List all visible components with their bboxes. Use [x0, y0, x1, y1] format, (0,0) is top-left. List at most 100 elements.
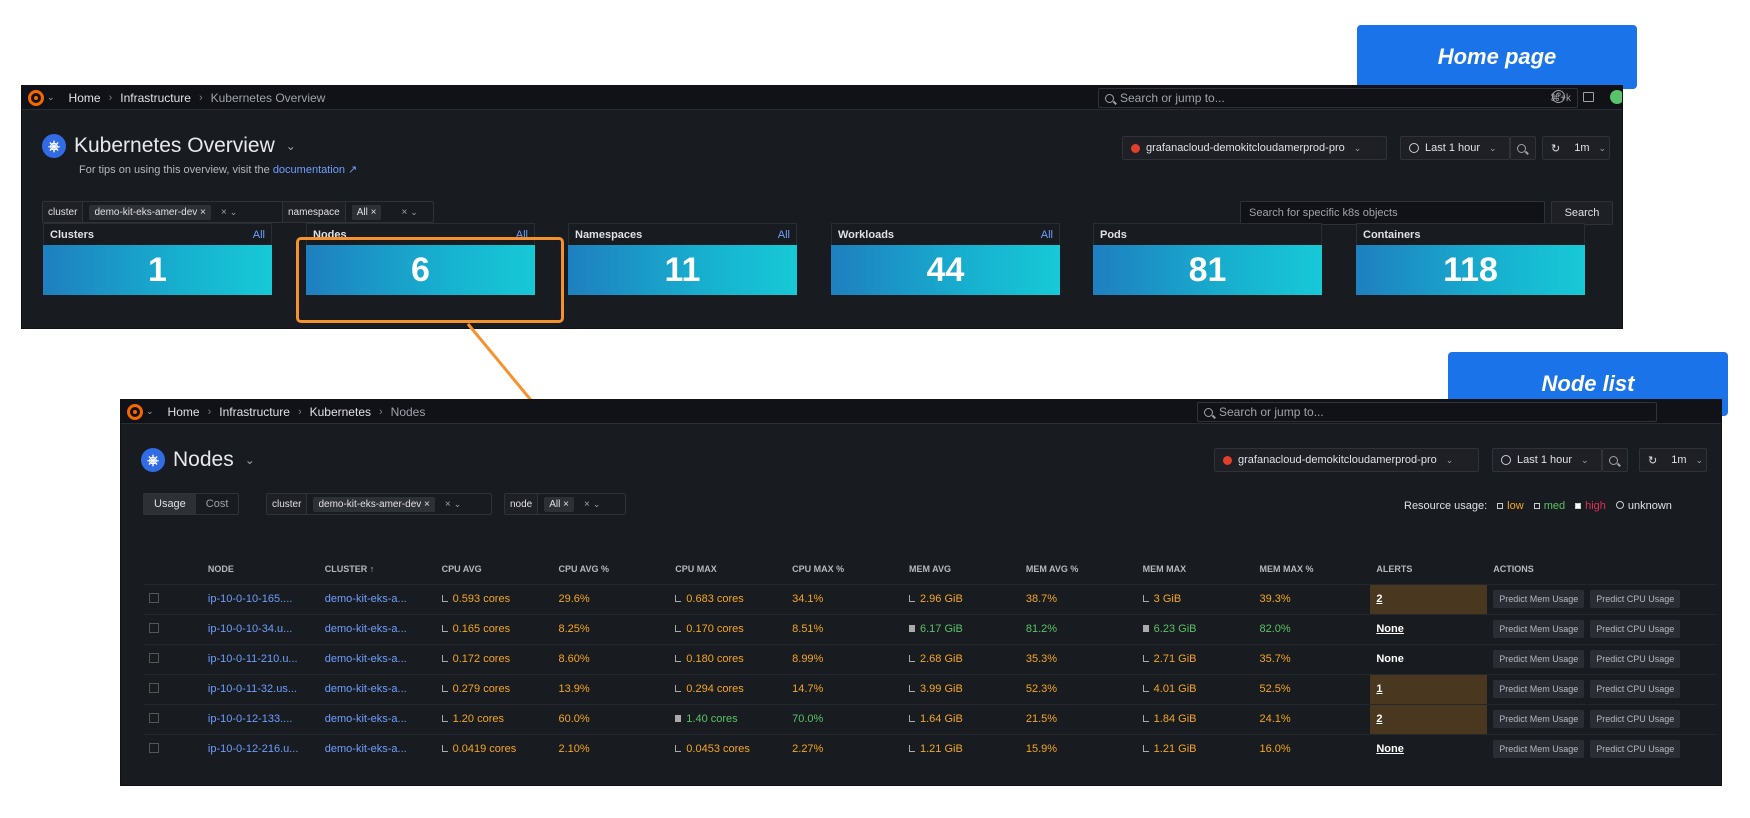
chevron-down-icon[interactable]: ⌄ — [453, 498, 462, 509]
cluster-link[interactable]: demo-kit-eks-a... — [318, 583, 436, 614]
predict-cpu-button[interactable]: Predict CPU Usage — [1590, 680, 1681, 698]
clear-icon[interactable]: × — [401, 206, 408, 218]
alerts-link[interactable]: None — [1376, 743, 1404, 756]
stat-all-link[interactable]: All — [1040, 228, 1053, 241]
documentation-link[interactable]: documentation — [272, 164, 345, 176]
alerts-cell[interactable]: 1 — [1370, 673, 1488, 704]
search-input[interactable]: Search or jump to... — [1197, 402, 1657, 422]
chevron-down-icon[interactable]: ⌄ — [410, 206, 418, 217]
row-checkbox[interactable] — [149, 622, 159, 633]
node-link[interactable]: ip-10-0-11-32.us... — [201, 673, 319, 704]
clear-icon[interactable]: × — [584, 498, 590, 510]
cluster-link[interactable]: demo-kit-eks-a... — [318, 703, 436, 734]
column-header-cpu-avg[interactable]: CPU AVG — [441, 563, 482, 574]
chevron-down-icon[interactable]: ⌄ — [229, 206, 238, 217]
predict-mem-button[interactable]: Predict Mem Usage — [1493, 710, 1585, 728]
clear-icon[interactable]: × — [444, 498, 451, 510]
predict-mem-button[interactable]: Predict Mem Usage — [1493, 680, 1585, 698]
row-checkbox[interactable] — [149, 682, 159, 693]
predict-cpu-button[interactable]: Predict CPU Usage — [1590, 620, 1681, 638]
predict-cpu-button[interactable]: Predict CPU Usage — [1590, 710, 1681, 728]
usage-cost-toggle[interactable]: Usage Cost — [143, 493, 240, 515]
column-header-cluster[interactable]: CLUSTER ↑ — [319, 554, 436, 584]
namespace-chip[interactable]: All × — [351, 204, 382, 220]
time-range-picker[interactable]: Last 1 hour ⌄ — [1400, 136, 1510, 160]
row-checkbox[interactable] — [149, 712, 159, 723]
cluster-chip[interactable]: demo-kit-eks-amer-dev × — [313, 496, 435, 512]
stat-clusters[interactable]: Clusters All 1 — [43, 223, 272, 295]
alerts-link[interactable]: 2 — [1376, 593, 1383, 605]
alerts-cell[interactable]: 2 — [1370, 703, 1488, 734]
breadcrumb-infrastructure[interactable]: Infrastructure — [219, 404, 290, 419]
time-range-picker[interactable]: Last 1 hour ⌄ — [1492, 448, 1602, 472]
sort-ascending-icon[interactable]: ↑ — [369, 563, 375, 574]
datasource-picker[interactable]: grafanacloud-demokitcloudamerprod-pro ⌄ — [1122, 136, 1387, 160]
breadcrumb-home[interactable]: Home — [167, 404, 200, 419]
refresh-picker[interactable]: ↻ 1m ⌄ — [1542, 136, 1610, 160]
alerts-cell[interactable]: None — [1370, 613, 1488, 644]
chevron-down-icon[interactable]: ⌄ — [244, 453, 255, 467]
column-header-cpu-avg-pct[interactable]: CPU AVG % — [558, 563, 609, 574]
grafana-logo-icon[interactable] — [28, 89, 44, 106]
stat-all-link[interactable]: All — [252, 228, 265, 241]
avatar[interactable] — [1610, 90, 1622, 104]
stat-all-link[interactable]: All — [777, 228, 790, 241]
cluster-link[interactable]: demo-kit-eks-a... — [318, 643, 436, 674]
node-link[interactable]: ip-10-0-12-216.u... — [201, 733, 319, 764]
grafana-logo-icon[interactable] — [127, 403, 143, 420]
clear-icon[interactable]: × — [220, 206, 227, 218]
tab-usage[interactable]: Usage — [144, 494, 196, 514]
table-row[interactable]: ip-10-0-10-165.... demo-kit-eks-a... 0.5… — [143, 583, 1717, 614]
row-checkbox[interactable] — [149, 742, 159, 753]
cluster-chip[interactable]: demo-kit-eks-amer-dev × — [89, 204, 211, 220]
predict-cpu-button[interactable]: Predict CPU Usage — [1590, 590, 1681, 608]
chevron-down-icon[interactable]: ⌄ — [592, 498, 601, 509]
table-row[interactable]: ip-10-0-12-216.u... demo-kit-eks-a... 0.… — [143, 733, 1717, 764]
table-row[interactable]: ip-10-0-12-133.... demo-kit-eks-a... 1.2… — [143, 703, 1717, 734]
predict-mem-button[interactable]: Predict Mem Usage — [1493, 620, 1585, 638]
chevron-down-icon[interactable]: ⌄ — [146, 406, 154, 416]
breadcrumb-kubernetes[interactable]: Kubernetes — [309, 404, 371, 419]
column-header-cpu-max[interactable]: CPU MAX — [675, 563, 717, 574]
column-header-node[interactable]: NODE — [207, 563, 234, 574]
predict-cpu-button[interactable]: Predict CPU Usage — [1590, 650, 1681, 668]
stat-pods[interactable]: Pods 81 — [1093, 223, 1322, 295]
alerts-cell[interactable]: None — [1370, 733, 1488, 764]
node-link[interactable]: ip-10-0-11-210.u... — [201, 643, 319, 674]
column-header-mem-max[interactable]: MEM MAX — [1142, 563, 1187, 574]
chevron-down-icon[interactable]: ⌄ — [47, 92, 55, 102]
column-header-alerts[interactable]: ALERTS — [1376, 563, 1413, 574]
namespace-filter[interactable]: namespace All × × ⌄ — [282, 201, 434, 223]
predict-mem-button[interactable]: Predict Mem Usage — [1493, 740, 1585, 759]
search-button[interactable]: Search — [1551, 201, 1613, 225]
breadcrumb-home[interactable]: Home — [68, 90, 101, 105]
predict-mem-button[interactable]: Predict Mem Usage — [1493, 590, 1585, 608]
node-filter[interactable]: node All × × ⌄ — [504, 493, 626, 515]
predict-cpu-button[interactable]: Predict CPU Usage — [1590, 740, 1681, 759]
alerts-link[interactable]: 1 — [1376, 683, 1383, 695]
refresh-picker[interactable]: ↻ 1m ⌄ — [1639, 448, 1707, 472]
column-header-mem-max-pct[interactable]: MEM MAX % — [1259, 563, 1314, 574]
cluster-filter[interactable]: cluster demo-kit-eks-amer-dev × × ⌄ — [42, 201, 286, 223]
node-link[interactable]: ip-10-0-12-133.... — [201, 703, 319, 734]
news-icon[interactable] — [1583, 92, 1594, 102]
stat-namespaces[interactable]: Namespaces All 11 — [568, 223, 797, 295]
predict-mem-button[interactable]: Predict Mem Usage — [1493, 650, 1585, 668]
column-header-mem-avg[interactable]: MEM AVG — [908, 563, 951, 574]
datasource-picker[interactable]: grafanacloud-demokitcloudamerprod-pro ⌄ — [1214, 448, 1479, 472]
row-checkbox[interactable] — [149, 592, 159, 603]
table-row[interactable]: ip-10-0-11-210.u... demo-kit-eks-a... 0.… — [143, 643, 1717, 674]
node-chip[interactable]: All × — [544, 496, 574, 512]
column-header-cpu-max-pct[interactable]: CPU MAX % — [792, 563, 845, 574]
zoom-out-button[interactable] — [1510, 136, 1536, 160]
alerts-link[interactable]: None — [1376, 623, 1404, 635]
alerts-cell[interactable]: 2 — [1370, 583, 1488, 614]
stat-containers[interactable]: Containers 118 — [1356, 223, 1585, 295]
tab-cost[interactable]: Cost — [205, 498, 229, 510]
zoom-out-button[interactable] — [1602, 448, 1628, 472]
column-header-mem-avg-pct[interactable]: MEM AVG % — [1025, 563, 1079, 574]
breadcrumb-infrastructure[interactable]: Infrastructure — [120, 90, 191, 105]
cluster-link[interactable]: demo-kit-eks-a... — [318, 733, 436, 764]
object-search-input[interactable]: Search for specific k8s objects — [1240, 201, 1545, 225]
cluster-link[interactable]: demo-kit-eks-a... — [318, 673, 436, 704]
